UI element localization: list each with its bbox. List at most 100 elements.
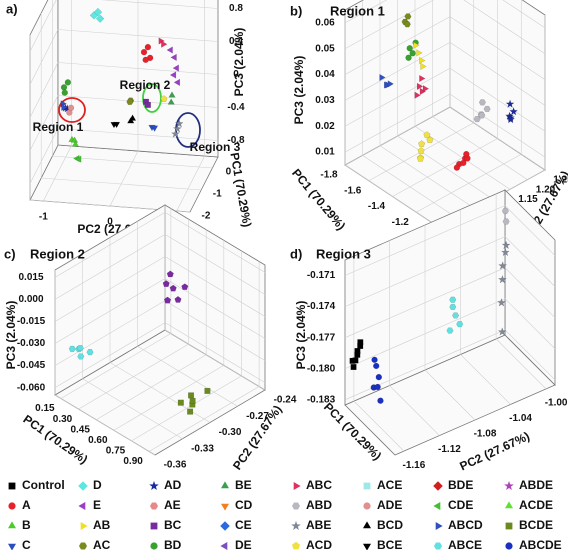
data-point	[112, 121, 121, 129]
data-point	[403, 21, 411, 28]
x-tick-label: -1.08	[474, 429, 497, 440]
y-tick-label: -1.6	[344, 185, 362, 196]
x-tick-label: -1.00	[545, 398, 568, 409]
data-point	[166, 46, 173, 54]
legend-label: BE	[235, 478, 252, 492]
y-tick-label: 0.30	[53, 414, 73, 425]
legend-marker	[8, 521, 16, 529]
data-point	[60, 84, 68, 91]
data-point	[379, 73, 386, 82]
z-tick-label: -0.030	[17, 338, 46, 349]
grid-line	[54, 212, 166, 278]
data-point	[409, 50, 416, 57]
legend-marker	[221, 503, 229, 511]
data-point	[452, 312, 460, 319]
legend-label: ABE	[306, 518, 331, 532]
legend-label: D	[93, 478, 102, 492]
data-point	[168, 91, 176, 98]
data-point	[160, 95, 168, 103]
grid-line	[29, 95, 59, 151]
data-point	[373, 362, 380, 370]
data-point	[163, 296, 172, 304]
legend-marker	[363, 482, 371, 490]
legend-marker	[363, 543, 371, 551]
grid-line	[43, 145, 72, 202]
legend-marker	[220, 521, 230, 531]
panel-label: d)	[290, 246, 302, 261]
grid-line	[54, 322, 166, 388]
data-point	[406, 45, 413, 52]
data-point	[502, 218, 510, 225]
data-point	[414, 91, 421, 99]
data-point	[449, 296, 457, 303]
legend-marker	[291, 521, 301, 530]
grid-line	[504, 267, 556, 318]
grid-line	[449, 93, 546, 158]
legend-marker	[150, 502, 158, 510]
grid-line	[504, 205, 556, 256]
z-tick-label: -0.171	[307, 270, 336, 281]
data-point	[68, 345, 76, 352]
data-point	[172, 124, 182, 133]
legend-label: AE	[164, 498, 181, 512]
legend-label: Control	[22, 478, 65, 492]
y-tick-label: 0.75	[106, 446, 126, 457]
y-tick-label: 0.45	[70, 424, 90, 435]
data-point	[188, 392, 195, 399]
y-tick-label: 0.90	[123, 456, 143, 467]
grid-line	[344, 67, 451, 127]
grid-line	[29, 29, 59, 85]
data-point	[128, 114, 137, 121]
z-tick-label: 0.4	[229, 36, 243, 47]
legend-marker	[150, 542, 158, 550]
axis-label: PC3 (2.04%)	[4, 301, 18, 370]
y-tick-label: -2	[202, 211, 211, 222]
grid-line	[502, 0, 546, 29]
legend-label: ABCDE	[519, 538, 562, 550]
legend-marker	[8, 543, 16, 551]
grid-line	[416, 153, 522, 213]
x-tick-label: -1.16	[402, 460, 425, 471]
data-point	[501, 240, 511, 250]
data-point	[170, 53, 177, 62]
y-tick-label: 0.15	[35, 403, 55, 414]
grid-line	[449, 67, 546, 132]
data-point	[173, 78, 181, 87]
data-point	[505, 99, 515, 109]
data-point	[478, 99, 486, 106]
data-point	[453, 164, 461, 171]
z-tick-label: 0.05	[315, 43, 335, 54]
grid-line	[344, 205, 506, 276]
legend-label: BCD	[377, 518, 403, 532]
legend-label: AD	[164, 478, 182, 492]
grid-line	[495, 338, 547, 390]
z-tick-label: -0.8	[227, 135, 245, 146]
grid-line	[29, 128, 59, 184]
legend-marker	[363, 502, 371, 510]
data-point	[416, 82, 424, 91]
data-point	[449, 303, 457, 310]
x-tick-label: -0.33	[191, 443, 214, 454]
data-point	[95, 14, 105, 23]
z-tick-label: 0.06	[315, 18, 335, 29]
grid-line	[54, 394, 156, 456]
data-point	[150, 125, 159, 132]
x-tick-label: 1.25	[553, 175, 568, 186]
data-point	[473, 115, 481, 123]
x-tick-label: -0.24	[274, 395, 297, 406]
grid-line	[29, 0, 57, 52]
data-point	[162, 280, 170, 287]
legend-marker	[221, 481, 229, 489]
legend-marker	[505, 501, 513, 509]
legend-marker	[80, 522, 88, 530]
x-tick-label: 1.15	[518, 194, 538, 205]
data-point	[423, 131, 431, 139]
data-point	[166, 270, 174, 278]
data-point	[384, 81, 391, 89]
grid-line	[389, 385, 440, 436]
region-outline	[58, 97, 86, 123]
data-point	[140, 48, 148, 56]
grid-line	[137, 345, 238, 407]
